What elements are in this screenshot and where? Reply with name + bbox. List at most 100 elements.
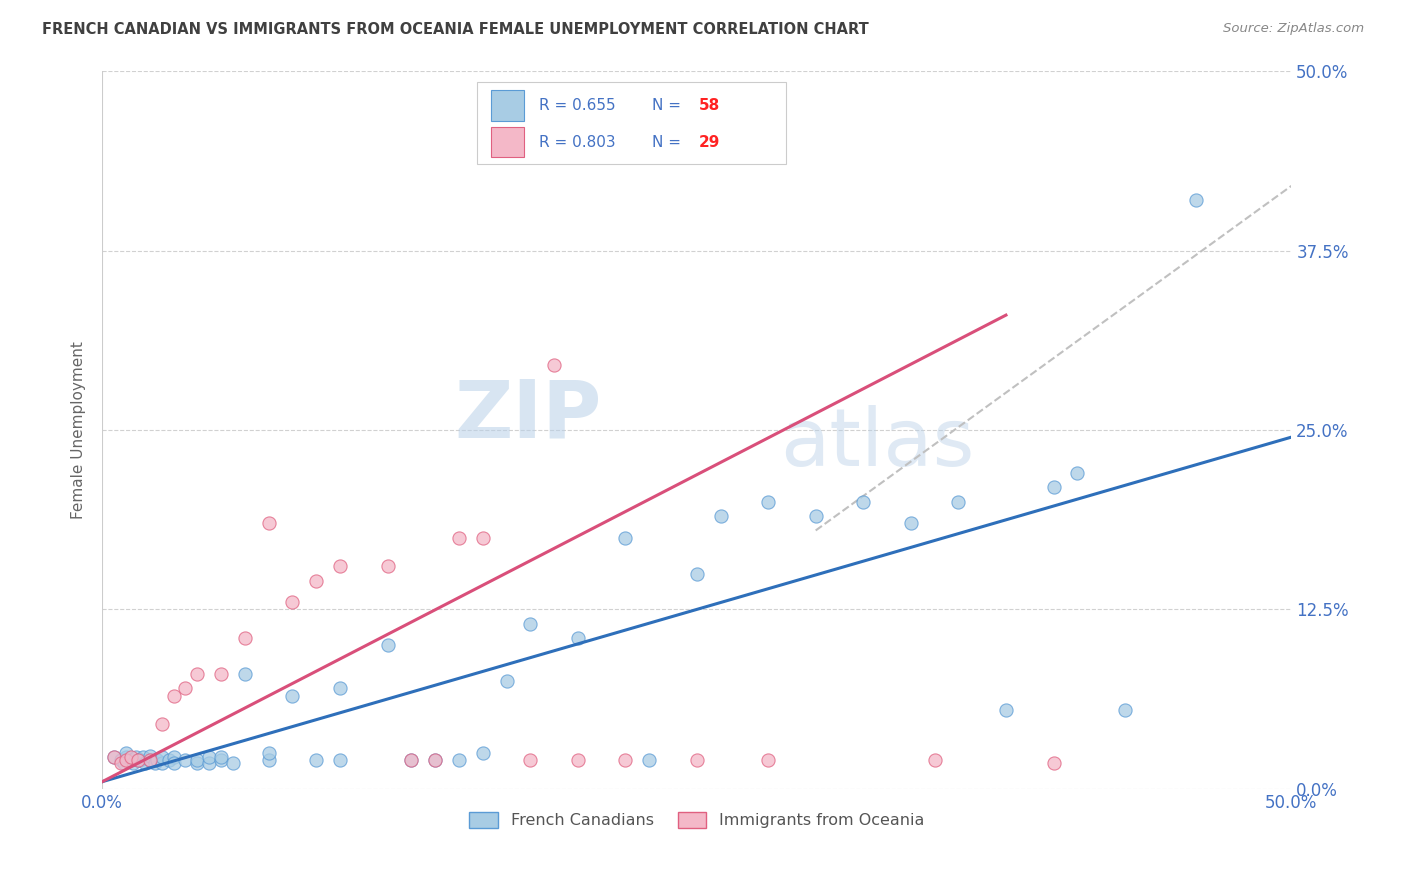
Text: FRENCH CANADIAN VS IMMIGRANTS FROM OCEANIA FEMALE UNEMPLOYMENT CORRELATION CHART: FRENCH CANADIAN VS IMMIGRANTS FROM OCEAN… bbox=[42, 22, 869, 37]
Point bbox=[638, 753, 661, 767]
Point bbox=[567, 753, 589, 767]
Point bbox=[686, 566, 709, 581]
Point bbox=[257, 753, 280, 767]
Point bbox=[139, 748, 162, 763]
Point bbox=[129, 753, 152, 767]
Point bbox=[103, 750, 125, 764]
Point bbox=[519, 753, 541, 767]
Point bbox=[115, 746, 138, 760]
Point bbox=[709, 509, 731, 524]
Point bbox=[209, 667, 232, 681]
Point bbox=[209, 750, 232, 764]
Point bbox=[519, 616, 541, 631]
Point bbox=[186, 756, 208, 770]
Point bbox=[495, 674, 517, 689]
Point bbox=[686, 753, 709, 767]
Point bbox=[756, 753, 779, 767]
Point bbox=[281, 689, 304, 703]
Point bbox=[1042, 756, 1064, 770]
Point bbox=[103, 750, 125, 764]
Point bbox=[157, 753, 180, 767]
Text: R = 0.655: R = 0.655 bbox=[538, 98, 616, 113]
Point bbox=[401, 753, 423, 767]
Point bbox=[162, 750, 184, 764]
Point bbox=[614, 753, 637, 767]
Point bbox=[134, 756, 156, 770]
Point bbox=[110, 756, 132, 770]
Point bbox=[305, 574, 328, 588]
Point bbox=[143, 756, 166, 770]
Point bbox=[122, 756, 145, 770]
Bar bbox=[491, 90, 524, 120]
Point bbox=[614, 531, 637, 545]
Point bbox=[162, 689, 184, 703]
Point bbox=[425, 753, 447, 767]
Point bbox=[124, 750, 146, 764]
Point bbox=[329, 559, 352, 574]
Point bbox=[425, 753, 447, 767]
Point bbox=[127, 753, 149, 767]
Text: 29: 29 bbox=[699, 135, 720, 150]
Point bbox=[120, 750, 142, 764]
Point bbox=[127, 753, 149, 767]
FancyBboxPatch shape bbox=[477, 82, 786, 164]
Point bbox=[401, 753, 423, 767]
Point bbox=[150, 750, 173, 764]
Point bbox=[305, 753, 328, 767]
Point bbox=[139, 753, 162, 767]
Point bbox=[115, 753, 138, 767]
Point bbox=[131, 750, 153, 764]
Point bbox=[209, 753, 232, 767]
Point bbox=[377, 638, 399, 652]
Point bbox=[924, 753, 946, 767]
Point bbox=[543, 359, 565, 373]
Text: Source: ZipAtlas.com: Source: ZipAtlas.com bbox=[1223, 22, 1364, 36]
Point bbox=[198, 756, 221, 770]
Point bbox=[186, 667, 208, 681]
Point bbox=[471, 746, 494, 760]
Point bbox=[281, 595, 304, 609]
Point bbox=[174, 681, 197, 696]
Text: N =: N = bbox=[651, 135, 686, 150]
Point bbox=[329, 681, 352, 696]
Point bbox=[567, 631, 589, 645]
Point bbox=[186, 753, 208, 767]
Point bbox=[948, 494, 970, 508]
Text: ZIP: ZIP bbox=[454, 376, 602, 455]
Point bbox=[162, 756, 184, 770]
Point bbox=[115, 750, 138, 764]
Point bbox=[110, 753, 132, 767]
Point bbox=[471, 531, 494, 545]
Text: atlas: atlas bbox=[780, 405, 974, 483]
Point bbox=[447, 753, 470, 767]
Legend: French Canadians, Immigrants from Oceania: French Canadians, Immigrants from Oceani… bbox=[463, 805, 931, 835]
Point bbox=[150, 717, 173, 731]
Point bbox=[1185, 194, 1208, 208]
Point bbox=[198, 750, 221, 764]
Point bbox=[233, 667, 256, 681]
Point bbox=[994, 703, 1017, 717]
Point bbox=[257, 746, 280, 760]
Y-axis label: Female Unemployment: Female Unemployment bbox=[72, 341, 86, 519]
Point bbox=[447, 531, 470, 545]
Point bbox=[257, 516, 280, 531]
Point bbox=[1114, 703, 1136, 717]
Point bbox=[139, 753, 162, 767]
Point bbox=[174, 753, 197, 767]
Point bbox=[112, 756, 135, 770]
Point bbox=[222, 756, 245, 770]
Point bbox=[756, 494, 779, 508]
Point bbox=[120, 753, 142, 767]
Bar bbox=[491, 127, 524, 157]
Point bbox=[377, 559, 399, 574]
Point bbox=[150, 756, 173, 770]
Text: R = 0.803: R = 0.803 bbox=[538, 135, 616, 150]
Point bbox=[852, 494, 875, 508]
Text: 58: 58 bbox=[699, 98, 720, 113]
Point bbox=[233, 631, 256, 645]
Point bbox=[1066, 466, 1088, 480]
Text: N =: N = bbox=[651, 98, 686, 113]
Point bbox=[1042, 480, 1064, 494]
Point bbox=[804, 509, 827, 524]
Point bbox=[900, 516, 922, 531]
